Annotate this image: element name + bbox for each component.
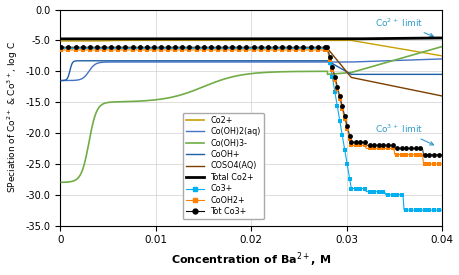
Legend: Co2+, Co(OH)2(aq), Co(OH)3-, CoOH+, COSO4(AQ), Total Co2+, Co3+, CoOH2+, Tot Co3: Co2+, Co(OH)2(aq), Co(OH)3-, CoOH+, COSO… bbox=[183, 112, 263, 219]
Y-axis label: SPeciation of Co$^{2+}$ & Co$^{3+}$, log C: SPeciation of Co$^{2+}$ & Co$^{3+}$, log… bbox=[6, 42, 20, 194]
X-axis label: Concentration of Ba$^{2+}$, M: Concentration of Ba$^{2+}$, M bbox=[171, 251, 331, 270]
Text: Co$^{2+}$ limit: Co$^{2+}$ limit bbox=[375, 16, 433, 37]
Text: Co$^{3+}$ limit: Co$^{3+}$ limit bbox=[375, 123, 434, 145]
